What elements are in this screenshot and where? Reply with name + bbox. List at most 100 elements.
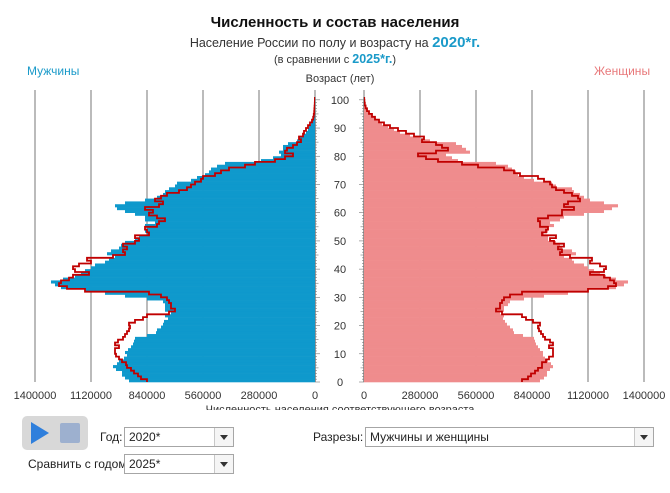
bar-women [364, 263, 584, 267]
compare-caption-year: 2025*г. [352, 52, 393, 66]
x-tick-label-right: 1120000 [567, 390, 609, 402]
play-icon[interactable] [31, 422, 49, 444]
bar-men [303, 133, 315, 137]
bar-men [311, 122, 315, 126]
bar-men [261, 159, 315, 163]
cuts-select-value: Мужчины и женщины [370, 430, 489, 444]
bar-men [121, 243, 315, 247]
cuts-label: Разрезы: [313, 430, 364, 444]
bar-women [364, 201, 604, 205]
women-label: Женщины [594, 64, 651, 78]
bar-men [306, 130, 315, 134]
year-select[interactable]: 2020* [124, 427, 234, 447]
bar-men [177, 181, 315, 185]
bar-men [165, 305, 315, 309]
x-tick-label-left: 1120000 [70, 390, 112, 402]
chevron-down-icon [214, 455, 233, 473]
bar-women [364, 286, 616, 290]
bar-women [364, 125, 388, 129]
bar-women [364, 319, 505, 324]
stop-icon[interactable] [60, 423, 80, 443]
bar-men [129, 379, 315, 383]
cuts-select[interactable]: Мужчины и женщины [365, 427, 654, 447]
bar-women [364, 328, 513, 332]
subtitle-year: 2020*г. [432, 34, 481, 51]
bar-men [165, 308, 315, 312]
bar-men [135, 336, 315, 340]
bar-women [364, 108, 367, 112]
compare-outline-men [58, 97, 316, 382]
bar-women [364, 133, 410, 137]
chevron-down-icon [634, 428, 653, 446]
bar-women [364, 130, 400, 134]
bar-women [364, 271, 600, 276]
bar-men [124, 356, 315, 360]
bar-women [364, 243, 560, 247]
age-tick-label: 10 [334, 349, 346, 361]
bar-men [145, 218, 315, 222]
bar-women [364, 128, 394, 132]
bar-women [364, 218, 560, 222]
bar-women [364, 300, 510, 304]
bar-women [364, 136, 420, 140]
bar-women [364, 221, 550, 225]
bar-women [364, 192, 580, 197]
bar-men [125, 240, 315, 245]
bar-men [288, 142, 315, 146]
age-tick-label: 100 [331, 95, 349, 107]
bar-women [364, 311, 500, 315]
bar-women [364, 345, 538, 349]
population-pyramid-chart: 0 10 20 30 40 50 60 70 80 90 100 Возраст (лет) 14000… [14, 73, 666, 410]
bar-men [119, 359, 315, 363]
bar-women [364, 232, 544, 236]
bar-women [364, 170, 516, 174]
bar-women [364, 277, 616, 281]
bar-men [147, 232, 315, 236]
bar-women [364, 317, 503, 321]
bar-women [364, 122, 382, 126]
bar-women [364, 331, 514, 335]
bar-women [364, 336, 534, 340]
bar-women [364, 119, 378, 123]
x-tick-label-right: 560000 [458, 390, 495, 402]
bar-men [125, 350, 315, 355]
age-axis-title: Возраст (лет) [306, 73, 375, 85]
bar-men [63, 277, 315, 281]
bar-men [309, 125, 315, 129]
x-tick-label-left: 0 [312, 390, 318, 402]
bar-men [135, 238, 315, 242]
bar-women [364, 139, 430, 143]
compare-year-label: Сравнить с годом: [28, 457, 130, 471]
bar-women [364, 212, 584, 216]
bar-men [117, 207, 315, 211]
bar-women [364, 142, 456, 146]
bar-men [165, 302, 315, 307]
bar-men [225, 161, 315, 166]
bar-men [81, 271, 315, 276]
bar-men [107, 252, 315, 256]
bar-women [364, 176, 524, 180]
bar-men [125, 201, 315, 205]
bar-men [283, 147, 315, 151]
bar-men [145, 229, 315, 233]
bar-women [364, 294, 544, 298]
bar-women [364, 288, 588, 293]
bar-women [364, 226, 548, 230]
bar-men [145, 215, 315, 219]
bar-men [211, 167, 315, 171]
compare-year-select[interactable]: 2025* [124, 454, 234, 474]
bar-women [364, 159, 458, 163]
bar-women [364, 362, 551, 366]
compare-caption: (в сравнении с 2025*г.) [0, 52, 670, 66]
bar-men [164, 319, 315, 324]
bar-women [364, 173, 518, 177]
bar-men [145, 223, 315, 228]
bar-men [111, 249, 315, 253]
x-tick-label-right: 840000 [514, 390, 551, 402]
bar-men [131, 345, 315, 349]
bar-women [364, 308, 504, 312]
bar-women [364, 379, 540, 383]
bar-men [147, 297, 315, 301]
bar-women [364, 229, 548, 233]
bar-men [163, 192, 315, 197]
